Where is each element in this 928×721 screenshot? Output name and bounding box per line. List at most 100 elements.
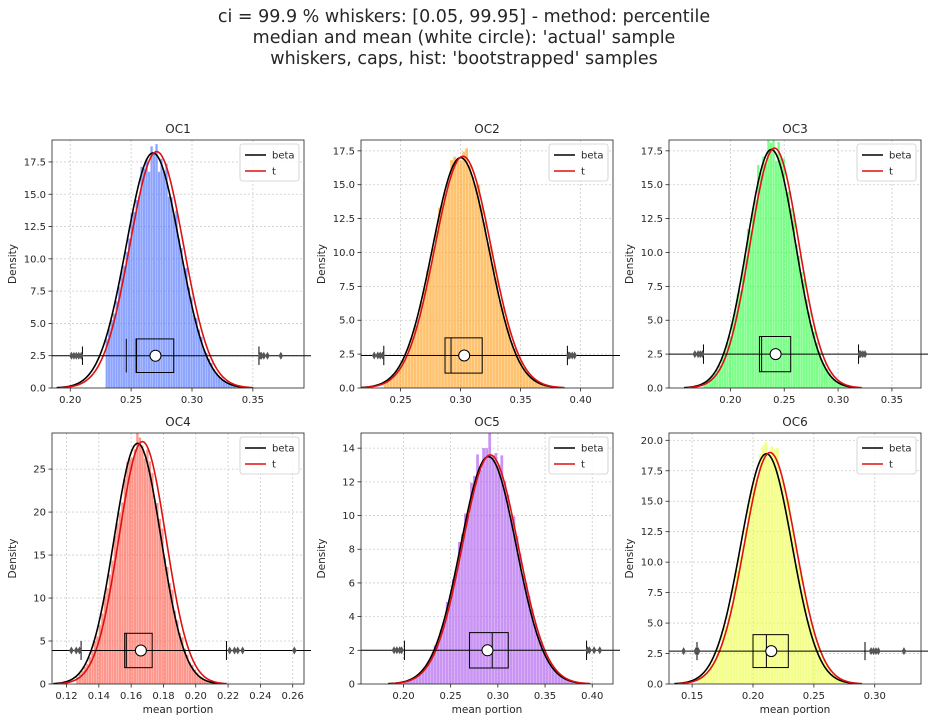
histogram-bar	[201, 677, 204, 684]
histogram-bar	[772, 140, 775, 388]
histogram-bar	[76, 676, 79, 684]
histogram-bar	[429, 266, 432, 388]
histogram-bar	[780, 156, 783, 388]
histogram-bar	[518, 553, 522, 684]
histogram-bar	[758, 454, 762, 684]
y-tick-label: 20.0	[641, 436, 663, 447]
tick-labels: 0.20 0.25 0.30 0.35 0.40 0 2 4 6 8 10 12 14	[342, 444, 603, 702]
histogram-bar	[118, 512, 122, 684]
y-tick-label: 2.5	[339, 350, 355, 361]
histogram-bar	[147, 171, 151, 388]
subplot-grid: 0.20 0.25 0.30 0.35 0.0 2.5 5.0 7.5 10.0 12.5 15.0…	[7, 122, 928, 716]
histogram-bar	[93, 641, 96, 684]
y-tick-label: 7.5	[30, 287, 46, 298]
y-tick-label: 0	[349, 680, 355, 691]
outlier-marker	[78, 351, 84, 360]
suptitle-line-3: whiskers, caps, hist: 'bootstrapped' sam…	[270, 49, 658, 69]
histogram-bar	[108, 328, 111, 388]
outlier-marker	[73, 646, 79, 655]
x-axis-label: mean portion	[143, 704, 214, 716]
legend-label-t: t	[889, 460, 893, 471]
suptitle-line-1: ci = 99.9 % whiskers: [0.05, 99.95] - me…	[218, 7, 710, 27]
histogram-bar	[111, 560, 114, 684]
histogram-bar	[729, 605, 733, 684]
histogram-bar	[838, 382, 842, 388]
histogram-bar	[759, 172, 762, 388]
y-tick-label: 15.0	[333, 180, 355, 191]
histogram-bar	[130, 213, 133, 388]
histogram-bar	[441, 203, 444, 388]
y-tick-label: 20	[33, 508, 46, 519]
histogram-bar	[195, 318, 198, 388]
axes-frame	[51, 139, 305, 389]
y-tick-label: 0.0	[647, 384, 663, 395]
histogram-bar	[721, 356, 724, 388]
histogram-bar	[222, 380, 226, 388]
histogram-bar	[808, 312, 811, 388]
y-tick-label: 17.5	[333, 146, 355, 157]
histogram-bar	[207, 358, 211, 388]
histogram-bar	[754, 199, 757, 388]
outlier-marker	[399, 646, 404, 655]
iqr-box	[469, 632, 509, 669]
histogram-bar	[183, 648, 187, 684]
y-tick-label: 5	[40, 637, 46, 648]
histogram-bar	[732, 586, 736, 684]
histogram-bar	[797, 255, 801, 388]
histogram-bar	[105, 339, 108, 388]
histogram-bar	[167, 196, 171, 388]
y-tick-label: 10.0	[641, 558, 663, 569]
histogram-bar	[525, 372, 529, 388]
histogram-bar	[118, 286, 121, 388]
histogram-bar	[739, 290, 742, 388]
histogram-bar	[136, 433, 139, 684]
histogram-bar	[501, 306, 505, 388]
histogram-bar	[190, 297, 193, 388]
y-tick-label: 5.0	[339, 316, 355, 327]
histogram-bar	[156, 502, 159, 684]
histogram-bar	[515, 535, 519, 684]
outlier-marker	[394, 646, 400, 655]
y-tick-label: 0.0	[339, 384, 355, 395]
histogram-bar	[773, 449, 776, 684]
histogram-bar	[86, 664, 89, 684]
histogram-bar	[803, 278, 806, 388]
histogram-bar	[202, 348, 206, 388]
histogram-bar	[462, 151, 466, 388]
histogram-bar	[554, 670, 558, 684]
x-tick-label: 0.20	[185, 691, 207, 702]
y-tick-label: 12.5	[333, 214, 355, 225]
legend-label-beta: beta	[889, 151, 912, 162]
histogram-bar	[188, 662, 192, 684]
y-tick-label: 15.0	[641, 180, 663, 191]
x-tick-label: 0.25	[773, 395, 795, 406]
histogram-bar	[776, 448, 779, 684]
outlier-marker	[74, 351, 79, 360]
histogram-bar	[516, 356, 520, 388]
histogram-bar	[83, 666, 86, 684]
histogram-bar	[407, 344, 411, 388]
histogram-bar	[767, 140, 770, 388]
histogram-bar	[445, 601, 449, 684]
histogram-bars	[383, 148, 571, 388]
histogram-bar	[536, 633, 540, 684]
histogram-bar	[731, 321, 734, 388]
histogram-bar	[386, 380, 390, 388]
histogram-bar	[831, 376, 834, 388]
histogram-bar	[423, 289, 426, 388]
histogram-bar	[227, 383, 230, 388]
histogram-bars	[698, 442, 877, 684]
histogram-bar	[146, 449, 149, 684]
histogram-bar	[573, 681, 576, 684]
histogram-bar	[113, 535, 117, 684]
histogram-bar	[749, 230, 752, 388]
x-tick-label: 0.35	[242, 395, 264, 406]
outlier-marker	[292, 646, 297, 655]
outlier-marker	[569, 351, 575, 360]
y-tick-label: 5.0	[647, 619, 663, 630]
histogram-bar	[401, 360, 405, 388]
histogram-bar	[807, 620, 811, 684]
x-tick-label: 0.26	[282, 691, 304, 702]
histogram-bar	[410, 336, 414, 388]
histogram-bar	[828, 373, 831, 388]
